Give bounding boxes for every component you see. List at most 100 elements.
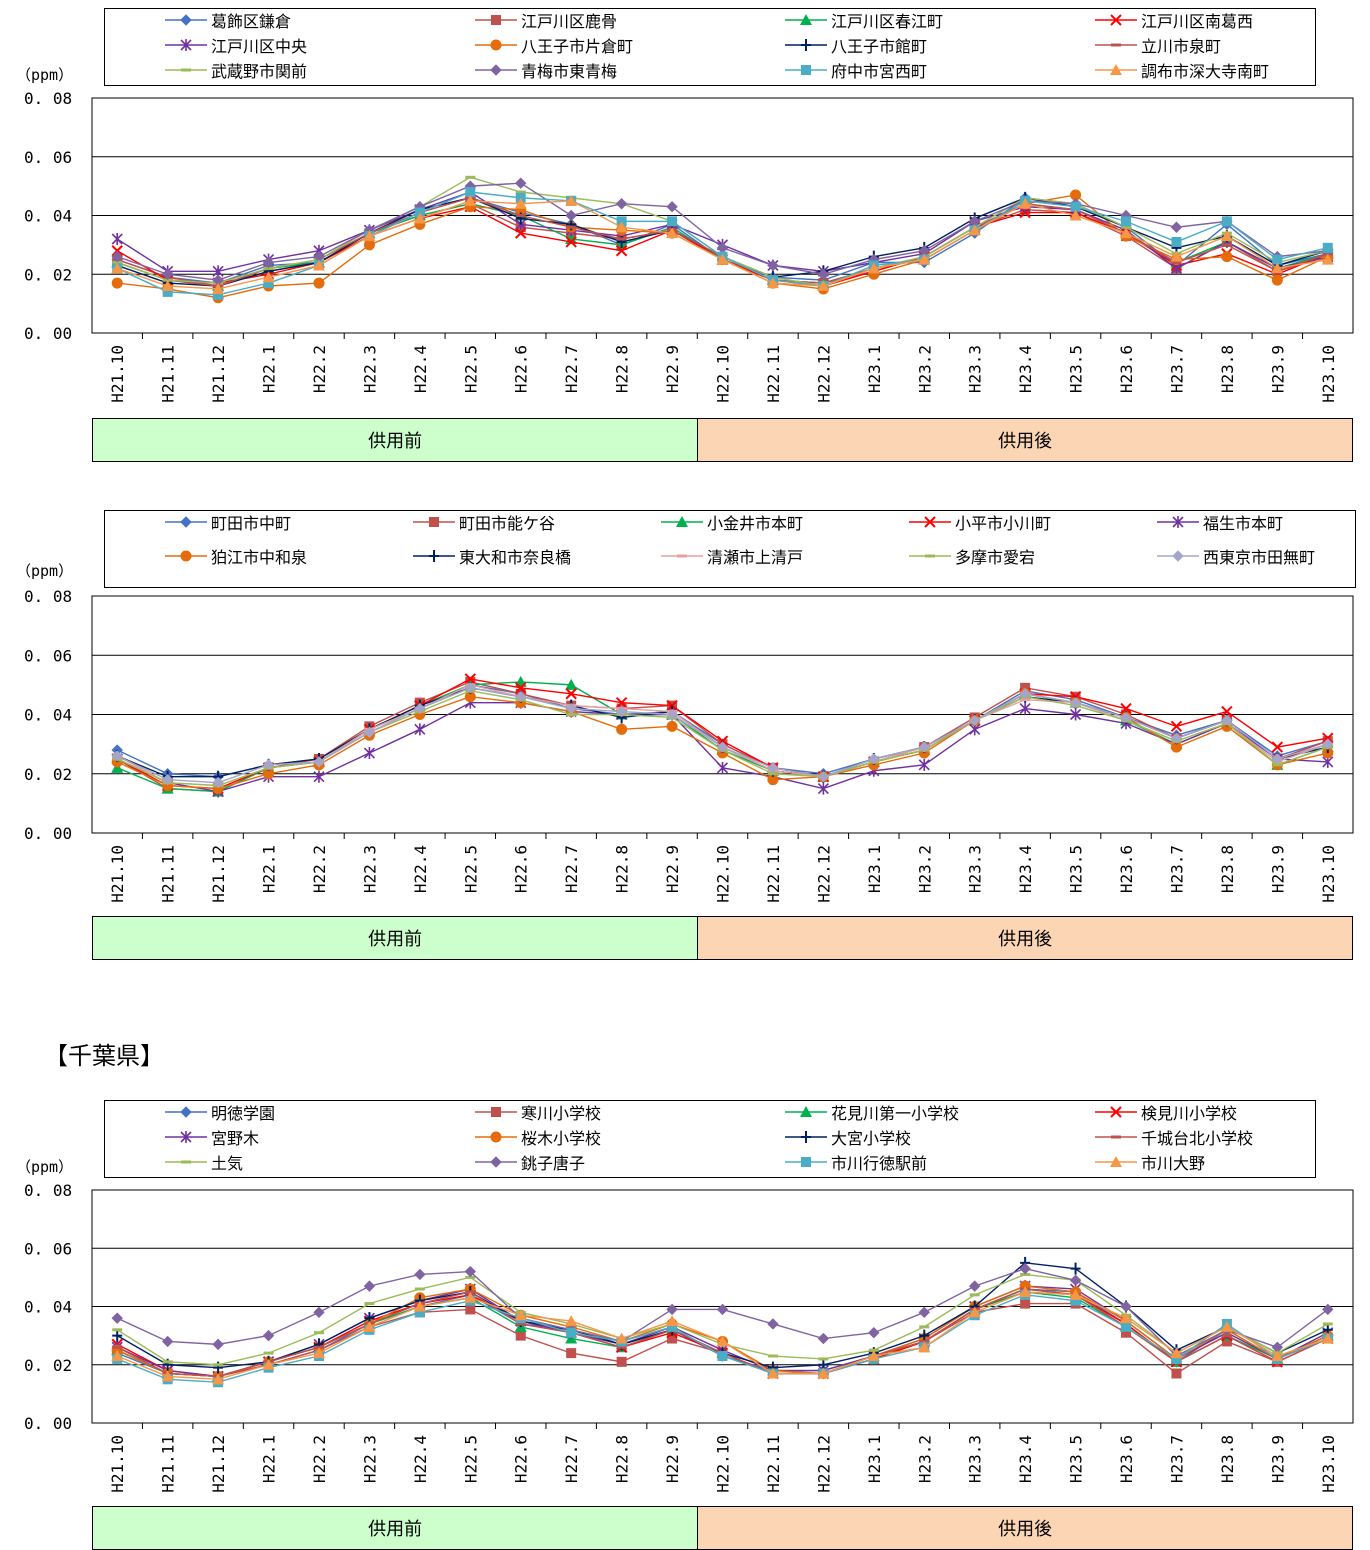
x-tick-label: H22.4 [411, 1435, 430, 1483]
data-point [968, 1306, 981, 1318]
legend-label: 明徳学園 [211, 1104, 276, 1123]
data-point [565, 209, 577, 222]
data-point [1221, 705, 1233, 718]
data-point [566, 1327, 577, 1338]
legend-swatch [165, 1106, 207, 1118]
data-point [767, 259, 779, 272]
data-point [666, 200, 678, 213]
data-point [1170, 720, 1183, 733]
data-point [615, 221, 628, 233]
data-point [868, 1327, 880, 1339]
unit-label: （ppm） [16, 66, 74, 84]
legend-label: 市川行徳駅前 [831, 1154, 928, 1173]
data-point [1069, 1274, 1082, 1286]
x-tick-label: H23.2 [915, 845, 934, 893]
data-point [312, 1347, 325, 1359]
data-point [1069, 696, 1082, 709]
legend-swatch [661, 554, 703, 558]
period-bar: 供用前 供用後 [92, 916, 1353, 960]
data-point [212, 1338, 224, 1351]
x-tick-label: H22.5 [461, 845, 480, 893]
legend-label: 千城台北小学校 [1141, 1129, 1254, 1148]
data-point [767, 774, 779, 786]
legend-item: 青梅市東青梅 [473, 59, 617, 81]
data-point [161, 1335, 174, 1348]
legend-label: 府中市宮西町 [831, 62, 928, 81]
y-tick-label: 0. 06 [24, 646, 72, 665]
data-point [161, 280, 174, 291]
legend-swatch [413, 550, 455, 562]
x-tick-label: H22.2 [310, 345, 329, 393]
x-tick-label: H23.5 [1067, 345, 1086, 393]
data-point [615, 705, 628, 718]
legend-label: 土気 [211, 1154, 244, 1173]
x-tick-label: H22.4 [411, 845, 430, 893]
legend-label: 武蔵野市関前 [211, 62, 308, 81]
legend-item: 市川大野 [1093, 1151, 1205, 1173]
data-point [111, 1312, 123, 1324]
data-point [1170, 250, 1183, 262]
data-point [1121, 1321, 1132, 1332]
period-bar: 供用前 供用後 [92, 1506, 1353, 1550]
data-point [716, 1303, 729, 1316]
data-point [1171, 236, 1182, 247]
x-tick-label: H22.1 [260, 1435, 279, 1483]
x-tick-label: H23.9 [1268, 345, 1287, 393]
y-tick-label: 0. 04 [24, 1298, 72, 1317]
legend-marker [801, 1131, 811, 1143]
legend-marker [1110, 14, 1122, 26]
data-point [262, 256, 275, 269]
legend-label: 銚子唐子 [521, 1154, 586, 1173]
data-point [766, 277, 779, 289]
data-point [1221, 251, 1233, 263]
x-tick-label: H22.10 [714, 1435, 733, 1493]
legend-swatch [1095, 14, 1137, 26]
x-tick-label: H23.8 [1218, 1435, 1237, 1483]
x-tick-label: H23.9 [1268, 845, 1287, 893]
data-point [1272, 254, 1283, 265]
data-point [262, 271, 275, 283]
legend-swatch [165, 516, 207, 528]
legend-swatch [1095, 1156, 1137, 1167]
legend-marker [180, 550, 192, 562]
legend-label: 江戸川区南葛西 [1141, 12, 1254, 31]
data-point [414, 723, 426, 736]
data-point [1171, 1353, 1182, 1364]
data-point [262, 759, 275, 771]
legend-label: 宮野木 [211, 1129, 260, 1148]
legend-label: 八王子市館町 [831, 37, 928, 56]
legend-label: 青梅市東青梅 [521, 62, 618, 81]
data-point [615, 1332, 628, 1344]
x-tick-label: H22.9 [663, 845, 682, 893]
legend-item: 市川行徳駅前 [783, 1151, 927, 1173]
data-point [312, 259, 325, 271]
legend-swatch [165, 14, 207, 26]
x-tick-label: H22.9 [663, 345, 682, 393]
data-point [1019, 1285, 1032, 1297]
y-tick-label: 0. 08 [24, 587, 72, 606]
data-point [817, 1367, 830, 1379]
data-point [414, 702, 426, 715]
chart-block-2: 町田市中町 町田市能ケ谷 小金井市本町 小平市小川町 福生市本町 狛江市中和泉 東大和市奈良… [0, 502, 1370, 972]
data-point [465, 187, 476, 197]
data-point [1170, 221, 1183, 233]
x-tick-label: H21.12 [209, 845, 228, 903]
legend-marker [180, 1106, 192, 1118]
x-tick-label: H23.3 [966, 1435, 985, 1483]
legend-swatch [1095, 1106, 1137, 1118]
data-point [161, 268, 174, 280]
data-point [111, 1350, 124, 1362]
x-tick-label: H21.11 [159, 1435, 178, 1493]
data-point [1171, 1368, 1182, 1379]
legend-item: 八王子市片倉町 [473, 34, 633, 56]
data-point [363, 1320, 376, 1332]
data-point [111, 245, 123, 257]
x-tick-label: H22.2 [310, 845, 329, 893]
legend-item: 検見川小学校 [1093, 1101, 1237, 1123]
legend-label: 江戸川区春江町 [831, 12, 944, 31]
period-cell: 供用後 [697, 419, 1352, 461]
data-point [766, 1367, 779, 1379]
legend-marker [801, 1157, 811, 1167]
data-point [313, 756, 325, 768]
data-point [1220, 230, 1233, 242]
